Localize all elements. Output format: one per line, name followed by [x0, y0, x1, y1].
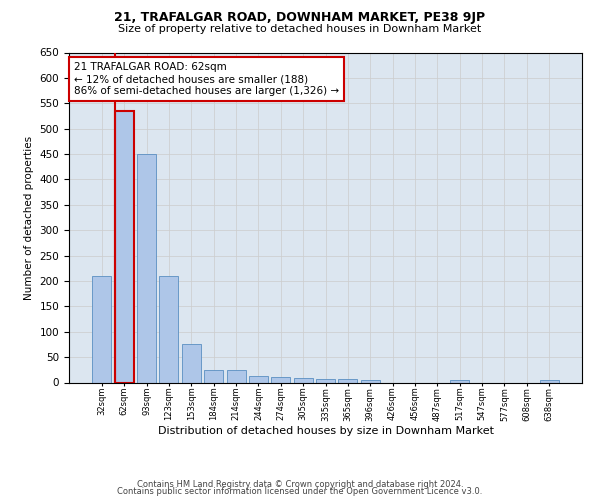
Bar: [361, 380, 380, 382]
Text: Size of property relative to detached houses in Downham Market: Size of property relative to detached ho…: [118, 24, 482, 34]
Y-axis label: Number of detached properties: Number of detached properties: [24, 136, 34, 300]
Bar: [316, 379, 335, 382]
Bar: [293, 378, 313, 382]
Text: 21, TRAFALGAR ROAD, DOWNHAM MARKET, PE38 9JP: 21, TRAFALGAR ROAD, DOWNHAM MARKET, PE38…: [115, 12, 485, 24]
Text: Contains HM Land Registry data © Crown copyright and database right 2024.: Contains HM Land Registry data © Crown c…: [137, 480, 463, 489]
Bar: [539, 380, 559, 382]
Bar: [92, 276, 112, 382]
Bar: [338, 379, 358, 382]
Bar: [137, 154, 156, 382]
Text: Contains public sector information licensed under the Open Government Licence v3: Contains public sector information licen…: [118, 487, 482, 496]
Bar: [204, 370, 223, 382]
X-axis label: Distribution of detached houses by size in Downham Market: Distribution of detached houses by size …: [157, 426, 493, 436]
Bar: [271, 378, 290, 382]
Text: 21 TRAFALGAR ROAD: 62sqm
← 12% of detached houses are smaller (188)
86% of semi-: 21 TRAFALGAR ROAD: 62sqm ← 12% of detach…: [74, 62, 339, 96]
Bar: [450, 380, 469, 382]
Bar: [227, 370, 245, 382]
Bar: [182, 344, 201, 383]
Bar: [115, 111, 134, 382]
Bar: [160, 276, 178, 382]
Bar: [249, 376, 268, 382]
